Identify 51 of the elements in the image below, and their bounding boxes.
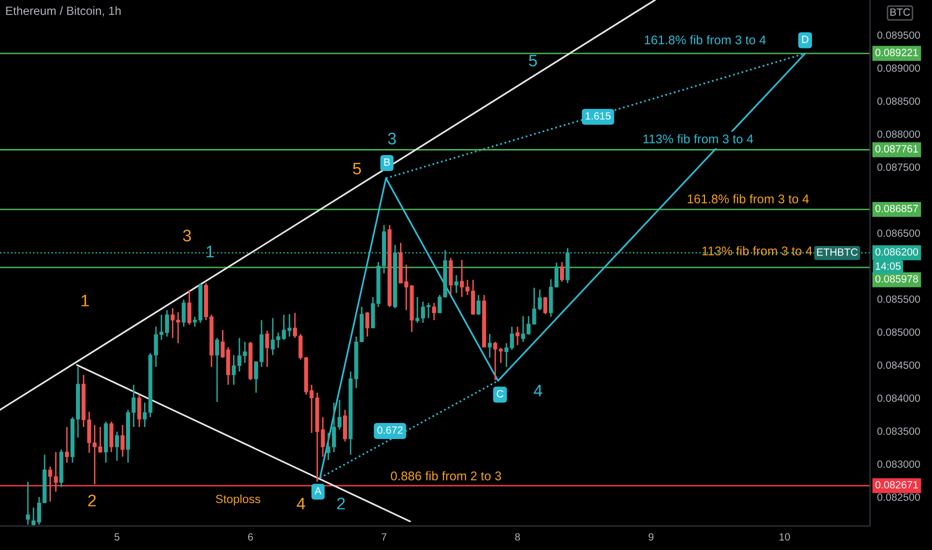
x-tick-label: 8 <box>515 533 520 541</box>
annotation: 161.8% fib from 3 to 4 <box>644 35 766 44</box>
annotation: 113% fib from 3 to 4 <box>643 134 754 144</box>
annotation: 5 <box>353 162 361 174</box>
ref-line-label: 0.089221 <box>875 48 918 56</box>
y-tick-label: 0.087500 <box>877 163 920 171</box>
annotation: 0.672 <box>377 426 403 434</box>
annotation: 0.886 fib from 2 to 3 <box>390 471 502 480</box>
annotation: 3 <box>388 132 396 144</box>
annotation: 4 <box>296 498 306 510</box>
annotation: 113% fib from 3 to 4 <box>702 246 812 256</box>
chart-title: Ethereum / Bitcoin, 1h <box>6 6 121 16</box>
y-tick-label: 0.082500 <box>877 493 920 501</box>
ref-line-label: 0.086857 <box>875 204 918 212</box>
annotation: ETHBTC <box>817 248 858 256</box>
ref-line-label: 0.087761 <box>875 145 918 153</box>
annotation: A <box>314 487 322 494</box>
annotation: C <box>496 390 504 398</box>
annotation: 2 <box>88 494 96 506</box>
annotation: B <box>384 158 390 166</box>
ref-line-label: 0.085978 <box>875 275 918 283</box>
y-tick-label: 0.086500 <box>877 229 920 237</box>
x-tick-label: 10 <box>780 533 790 541</box>
ref-line-label: 0.082671 <box>875 481 918 488</box>
y-tick-label: 0.083000 <box>877 460 920 468</box>
x-tick-label: 7 <box>382 533 386 540</box>
annotation: 5 <box>529 54 537 66</box>
ref-line-label: 0.086200 <box>875 248 918 256</box>
y-tick-label: 0.084000 <box>877 394 920 402</box>
y-tick-label: 0.088000 <box>877 130 920 138</box>
annotation: Stoploss <box>216 494 260 506</box>
y-tick-label: 0.085500 <box>877 295 920 303</box>
annotation: 1 <box>82 294 89 306</box>
y-tick-label: 0.089000 <box>877 64 920 72</box>
text: BTC <box>890 8 910 16</box>
y-tick-label: 0.085000 <box>877 328 920 336</box>
text: 14:05 <box>876 262 901 270</box>
annotation: 161.8% fib from 3 to 4 <box>688 194 809 204</box>
y-tick-label: 0.084500 <box>877 361 920 369</box>
annotation: 3 <box>183 230 191 242</box>
x-tick-label: 9 <box>648 533 654 541</box>
y-tick-label: 0.083500 <box>877 427 920 435</box>
x-tick-label: 5 <box>114 533 120 541</box>
annotation: D <box>802 36 808 43</box>
annotation: 4 <box>534 384 542 396</box>
y-tick-label: 0.089500 <box>877 31 920 39</box>
y-tick-label: 0.088500 <box>877 97 920 105</box>
annotation: 1.615 <box>586 112 611 120</box>
annotation: 2 <box>337 498 345 510</box>
x-tick-label: 6 <box>248 533 253 541</box>
annotation: 1 <box>206 246 214 258</box>
